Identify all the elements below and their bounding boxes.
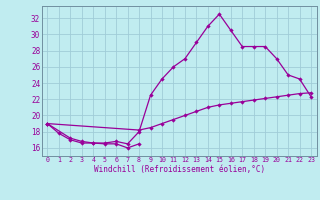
X-axis label: Windchill (Refroidissement éolien,°C): Windchill (Refroidissement éolien,°C) xyxy=(94,165,265,174)
